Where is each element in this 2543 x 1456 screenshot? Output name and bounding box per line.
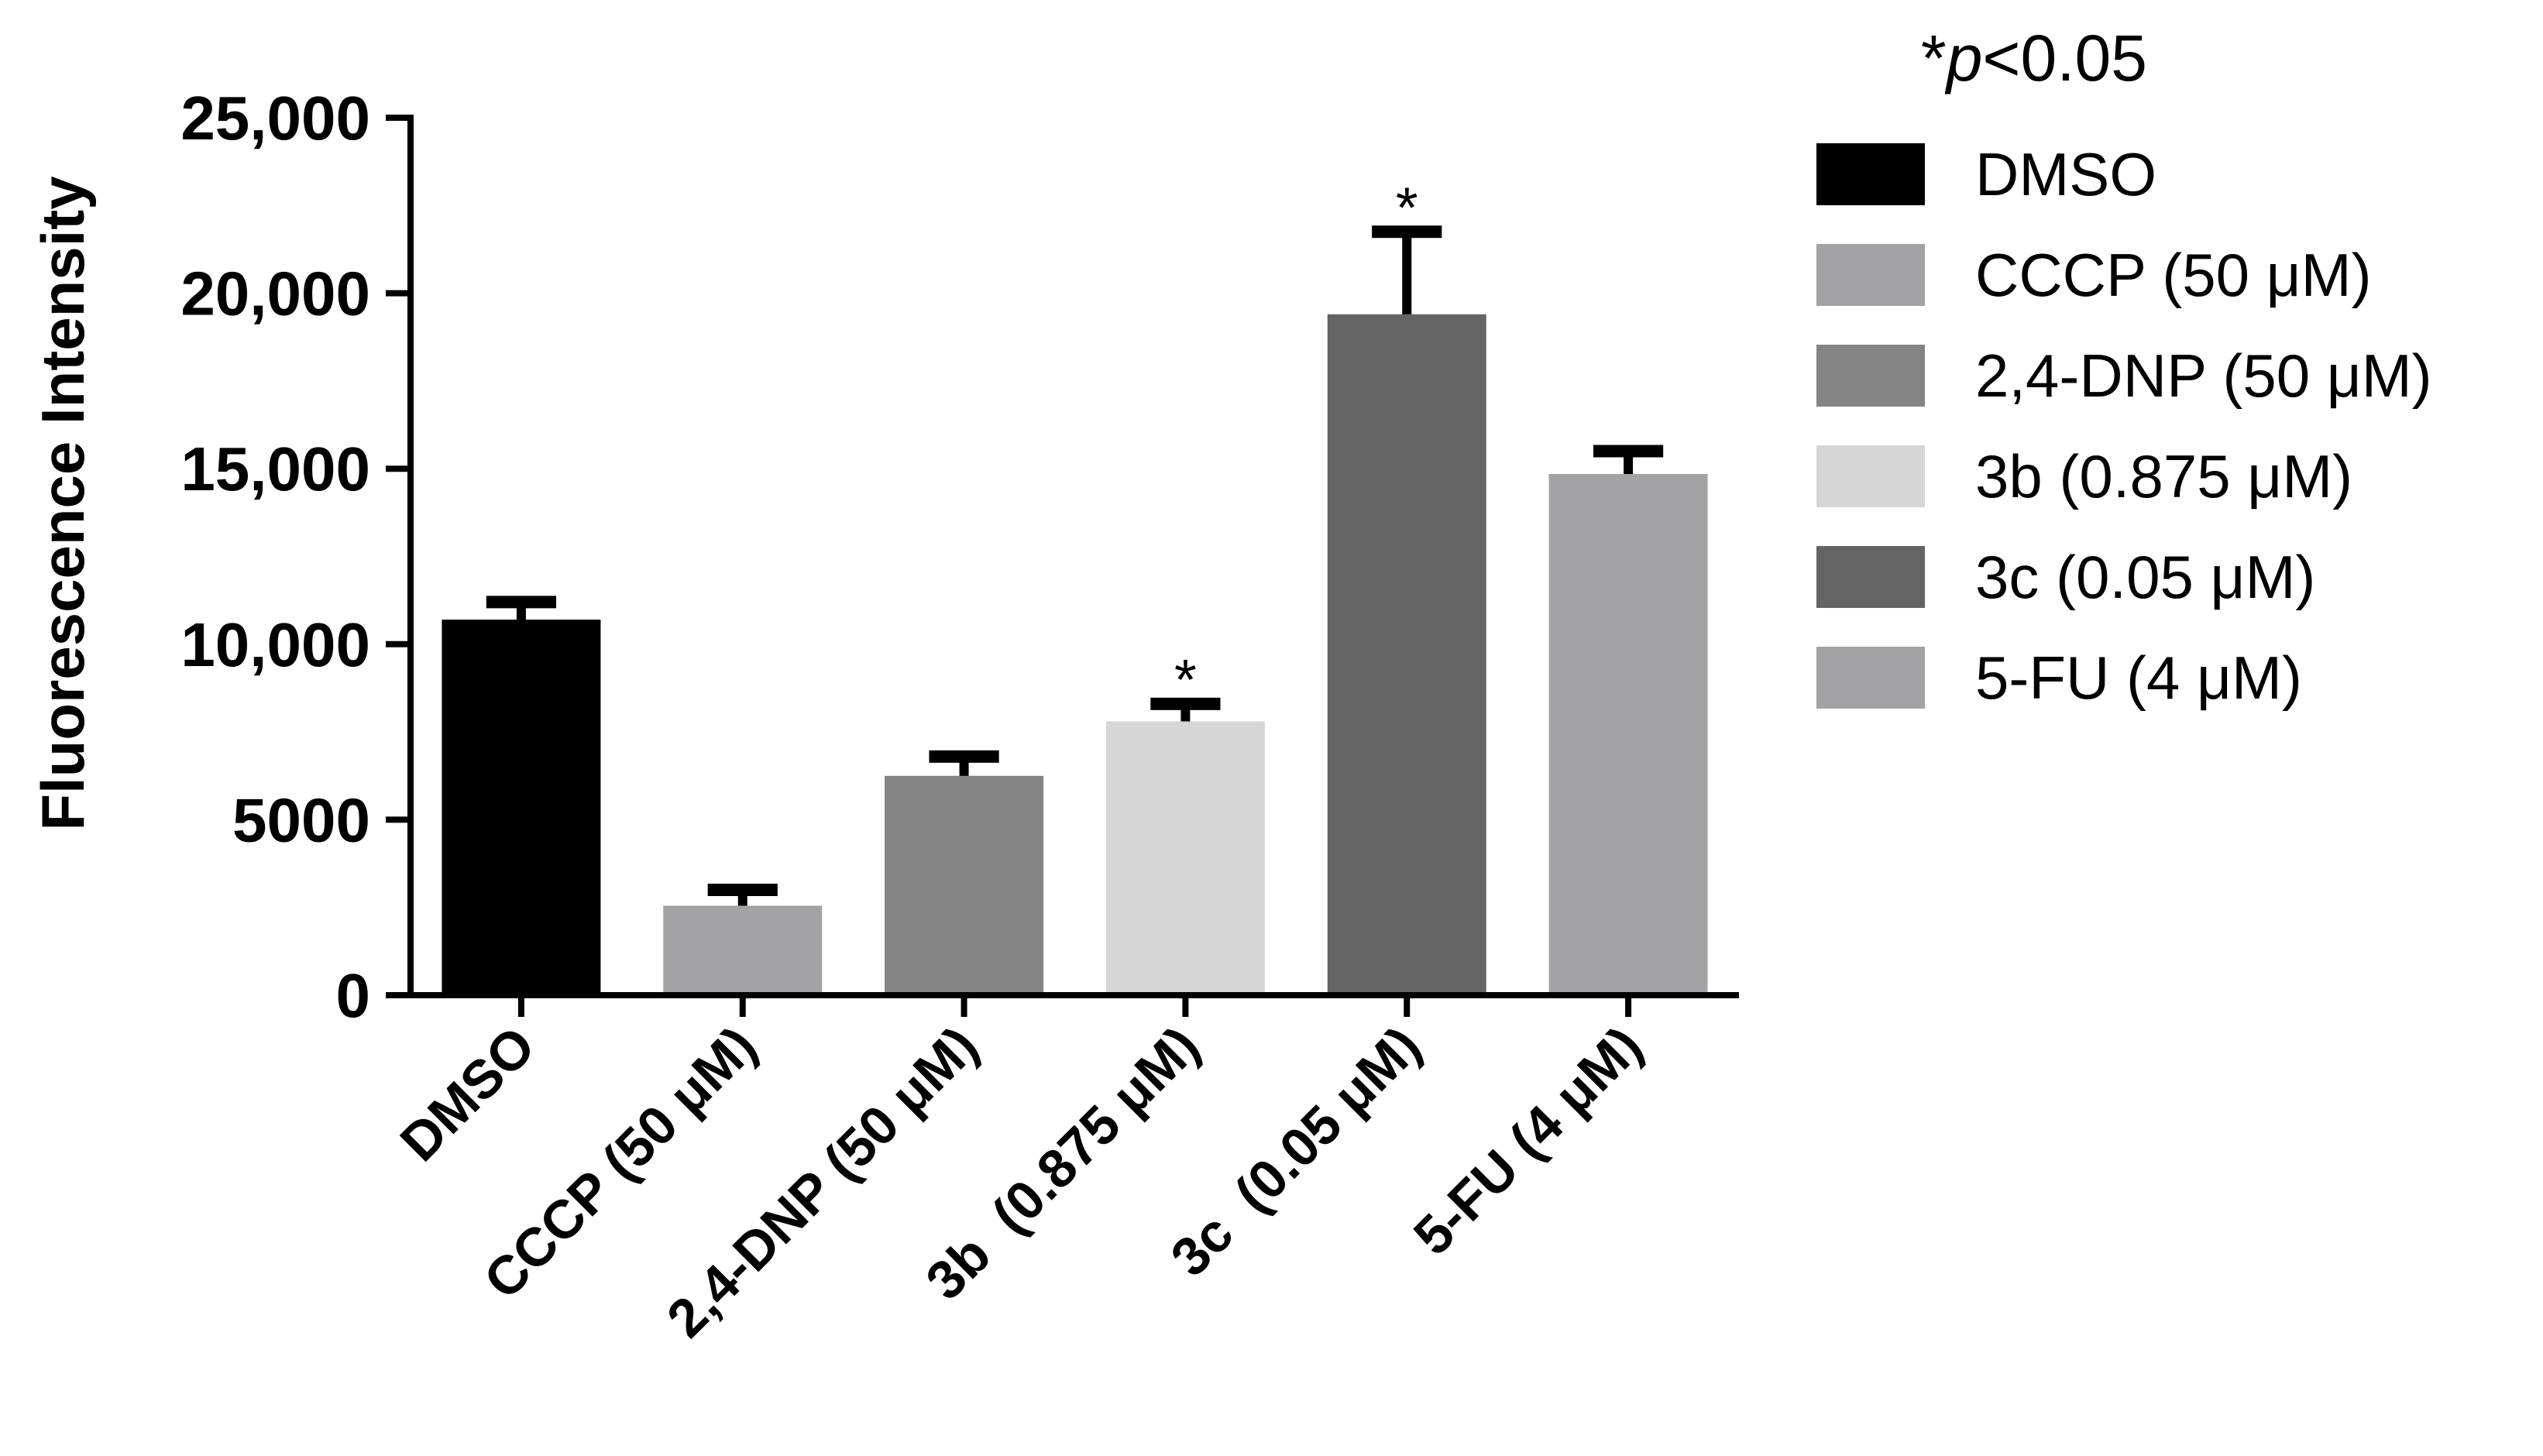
x-tick-label: DMSO	[389, 1015, 547, 1173]
significance-note: *p<0.05	[1921, 22, 2147, 94]
bar	[1548, 473, 1708, 995]
y-tick-label: 15,000	[180, 434, 370, 503]
legend-label: CCCP (50 μM)	[1975, 241, 2372, 309]
bar	[885, 775, 1044, 995]
x-tick-label: 5-FU (4 μM)	[1402, 1015, 1654, 1266]
legend-label: 3b (0.875 μM)	[1975, 442, 2352, 510]
y-axis-label: Fluorescence Intensity	[29, 176, 97, 830]
y-tick-label: 25,000	[180, 84, 370, 153]
bar	[1327, 314, 1486, 995]
legend-swatch	[1816, 445, 1925, 507]
y-tick-label: 0	[336, 961, 371, 1030]
bar	[1105, 721, 1265, 995]
significance-marker: *	[1174, 647, 1197, 712]
legend-swatch	[1816, 647, 1925, 709]
y-tick-label: 5000	[232, 785, 370, 854]
legend-label: 5-FU (4 μM)	[1975, 644, 2302, 712]
significance-marker: *	[1396, 175, 1418, 239]
legend: *p<0.05 DMSO CCCP (50 μM) 2,4-DNP (50 μM) 3…	[1816, 22, 2432, 712]
legend-swatch	[1816, 143, 1925, 205]
bar	[663, 905, 823, 995]
legend-label: DMSO	[1975, 140, 2156, 208]
y-tick-label: 20,000	[180, 259, 370, 328]
legend-swatch	[1816, 345, 1925, 407]
bar	[442, 620, 601, 995]
legend-label: 3c (0.05 μM)	[1975, 543, 2315, 611]
legend-swatch	[1816, 244, 1925, 306]
y-tick-label: 10,000	[180, 610, 370, 679]
legend-label: 2,4-DNP (50 μM)	[1975, 342, 2432, 410]
legend-swatch	[1816, 546, 1925, 608]
